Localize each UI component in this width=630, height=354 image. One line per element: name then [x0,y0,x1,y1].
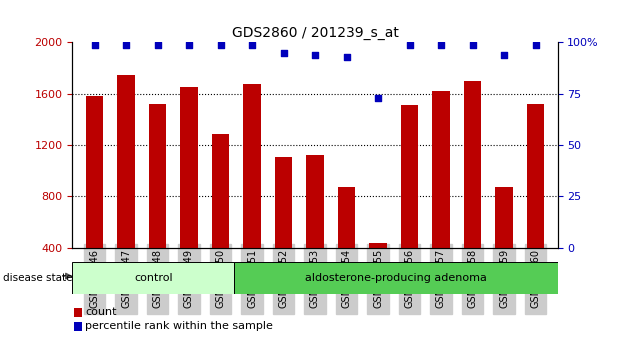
Point [184,42,194,47]
Text: aldosterone-producing adenoma: aldosterone-producing adenoma [305,273,487,283]
Bar [369,243,387,299]
Bar [212,133,229,299]
Bar [464,81,481,299]
Bar [495,188,513,299]
Bar [306,155,324,299]
Point [404,42,415,47]
Bar [527,104,544,299]
Text: disease state: disease state [3,273,72,283]
Point [499,52,509,58]
Bar [401,105,418,299]
Text: count: count [85,307,117,317]
Bar [180,87,198,299]
Point [373,95,383,101]
Title: GDS2860 / 201239_s_at: GDS2860 / 201239_s_at [232,26,398,40]
Point [436,42,446,47]
Bar [338,188,355,299]
Point [278,50,289,56]
Point [530,42,541,47]
Text: percentile rank within the sample: percentile rank within the sample [85,321,273,331]
Bar [432,91,450,299]
Point [215,42,226,47]
Bar [72,262,234,294]
Bar [117,75,135,299]
Text: control: control [134,273,173,283]
Point [467,42,478,47]
Point [247,42,257,47]
Point [310,52,320,58]
Point [121,42,131,47]
Bar [275,157,292,299]
Bar [86,96,103,299]
Bar [243,84,261,299]
Bar [234,262,558,294]
Point [89,42,100,47]
Point [341,54,352,60]
Point [152,42,163,47]
Bar [149,104,166,299]
